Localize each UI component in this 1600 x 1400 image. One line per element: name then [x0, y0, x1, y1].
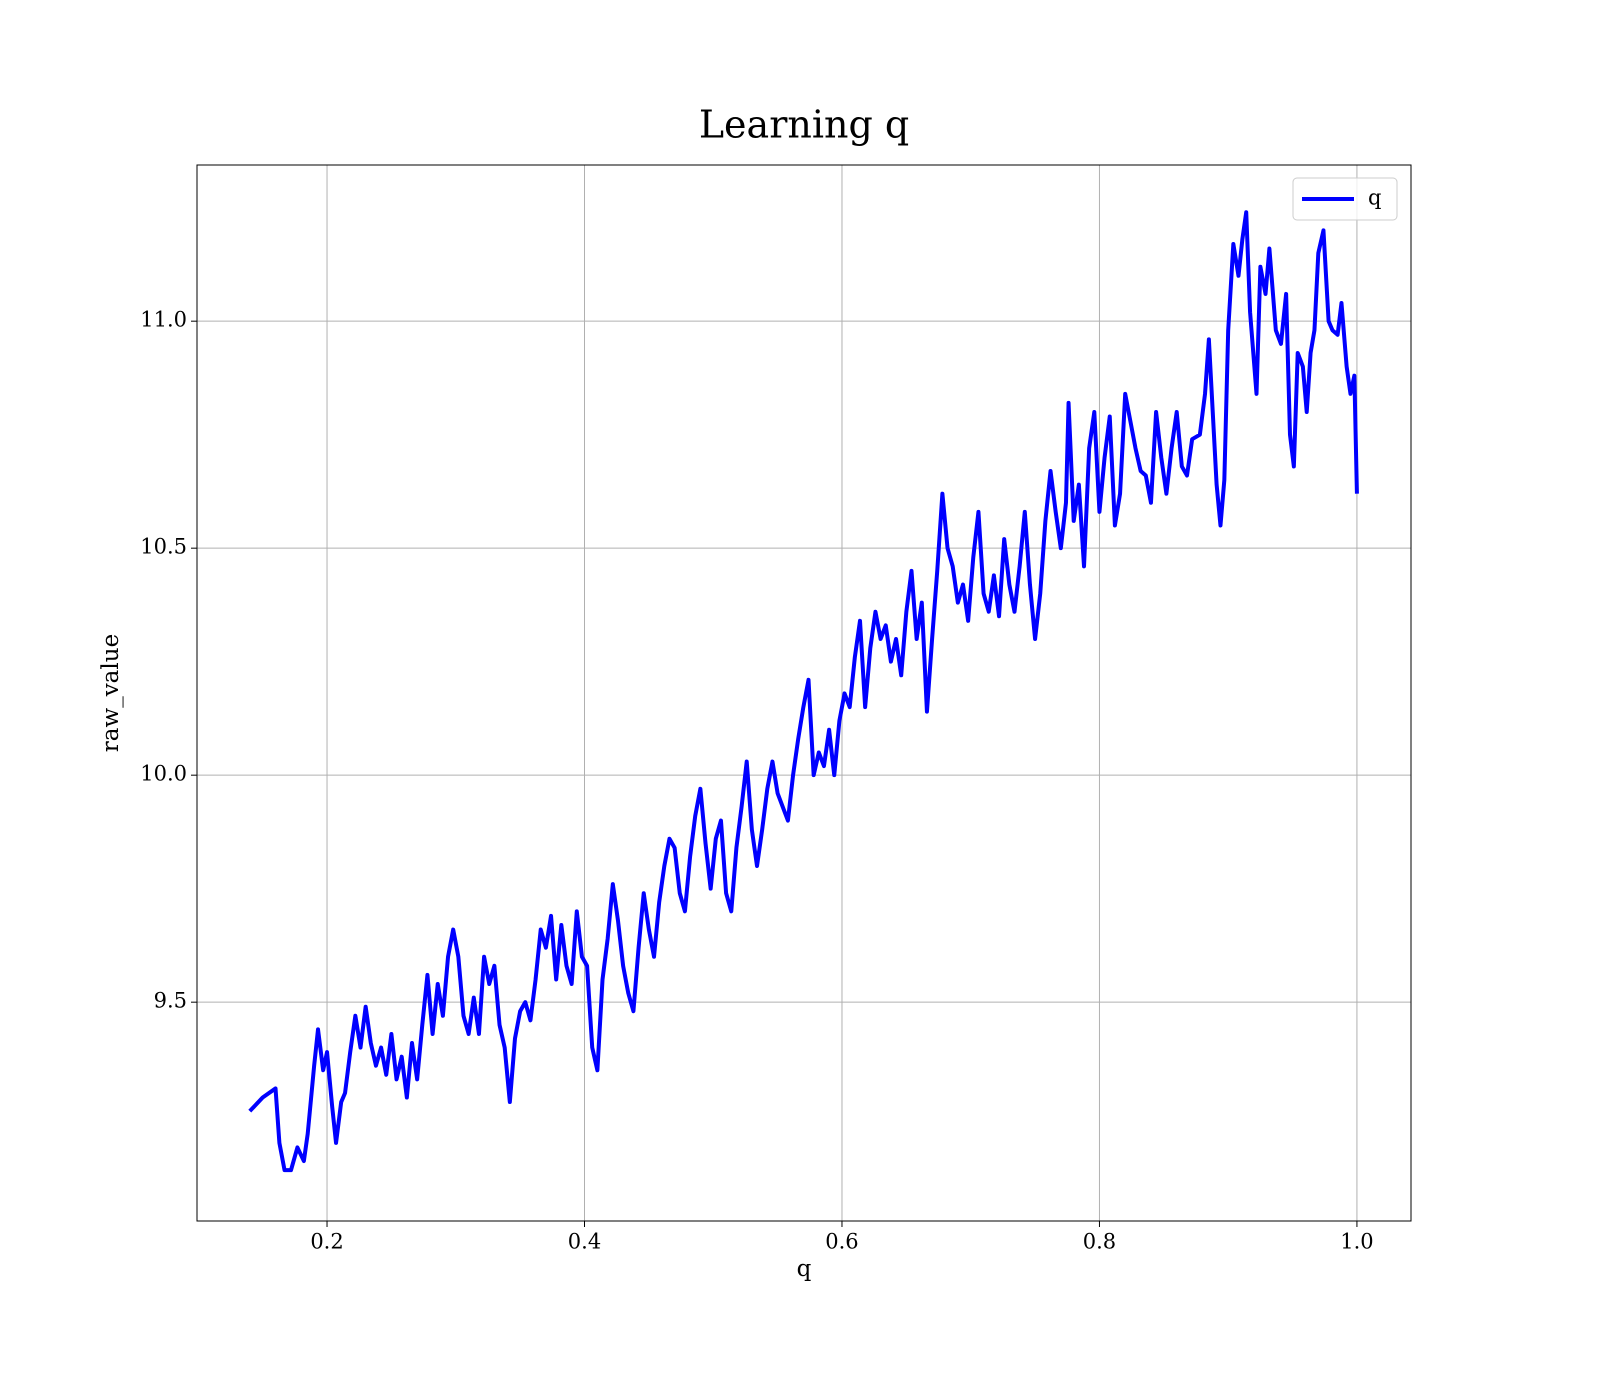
- y-tick-label: 9.5: [154, 989, 187, 1013]
- y-tick-label: 11.0: [140, 308, 187, 332]
- plot-frame: [196, 164, 1412, 1222]
- x-tick-label: 0.4: [568, 1230, 601, 1254]
- y-tick-label: 10.0: [140, 762, 187, 786]
- x-tick-label: 1.0: [1340, 1230, 1373, 1254]
- x-axis-label: q: [797, 1256, 812, 1282]
- chart-title: Learning q: [699, 103, 909, 147]
- y-tick-label: 10.5: [140, 535, 187, 559]
- x-tick-label: 0.2: [310, 1230, 343, 1254]
- y-axis-label: raw_value: [98, 634, 124, 752]
- x-tick-label: 0.6: [825, 1230, 858, 1254]
- x-tick-label: 0.8: [1083, 1230, 1116, 1254]
- legend-label: q: [1368, 186, 1381, 210]
- line-series: [248, 210, 1359, 1173]
